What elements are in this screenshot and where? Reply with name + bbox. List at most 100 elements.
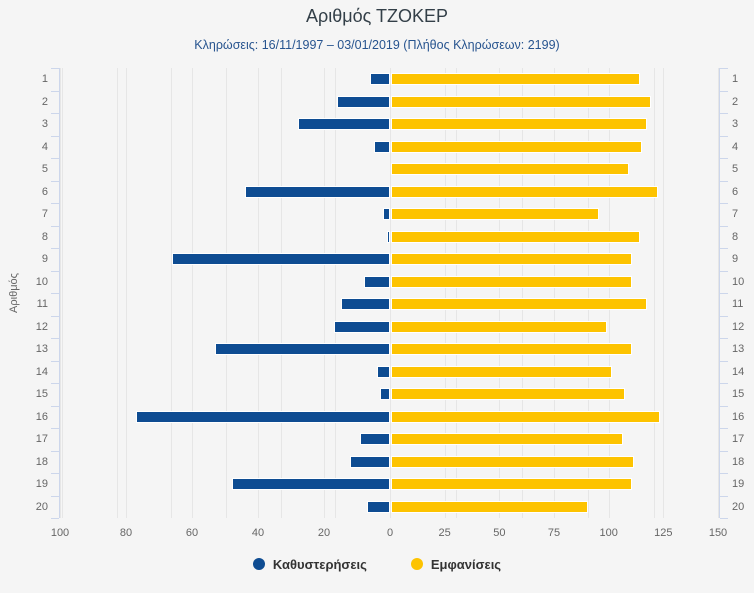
- delay-bar-2[interactable]: [337, 95, 390, 108]
- gridline-left-scale: [654, 68, 655, 518]
- left-axis-tick: [51, 68, 59, 69]
- row-label-left-4: 4: [41, 140, 48, 153]
- right-scale-label-75: 75: [547, 527, 561, 539]
- row-label-left-9: 9: [41, 253, 48, 266]
- left-axis-tick: [51, 428, 59, 429]
- appearance-bar-9[interactable]: [391, 253, 632, 266]
- appearance-bar-15[interactable]: [391, 388, 625, 401]
- gridline-left-scale: [456, 68, 457, 518]
- delay-bar-10[interactable]: [363, 275, 390, 288]
- left-scale-label-100: 100: [50, 527, 70, 539]
- row-label-right-2: 2: [732, 95, 739, 108]
- right-axis-tick: [720, 270, 728, 272]
- row-label-right-6: 6: [732, 185, 739, 198]
- left-axis-tick: [51, 518, 59, 519]
- appearance-bar-19[interactable]: [391, 478, 632, 491]
- right-axis-tick: [720, 180, 728, 182]
- appearance-bar-17[interactable]: [391, 433, 623, 446]
- appearance-bar-4[interactable]: [391, 140, 643, 153]
- right-axis-tick: [720, 428, 728, 429]
- left-axis-tick: [51, 383, 59, 384]
- delay-bar-14[interactable]: [376, 365, 390, 378]
- right-axis-tick: [720, 473, 728, 474]
- gridline-left-scale: [588, 68, 589, 518]
- appearance-bar-16[interactable]: [391, 410, 660, 423]
- row-label-left-15: 15: [35, 388, 48, 401]
- row-label-left-13: 13: [35, 343, 48, 356]
- delay-bar-17[interactable]: [360, 433, 390, 446]
- gridline-left-scale: [258, 68, 259, 518]
- row-label-right-12: 12: [732, 320, 745, 333]
- gridline-left-scale: [192, 68, 193, 518]
- category-axis-title: Αριθμός: [8, 273, 20, 313]
- row-label-right-13: 13: [732, 343, 745, 356]
- left-axis-tick: [51, 495, 59, 497]
- legend-item-delays[interactable]: Καθυστερήσεις: [252, 557, 367, 572]
- row-label-left-11: 11: [36, 298, 48, 311]
- delay-bar-4[interactable]: [373, 140, 390, 153]
- delay-bar-12[interactable]: [333, 320, 390, 333]
- appearance-bar-18[interactable]: [391, 455, 634, 468]
- left-axis-tick: [51, 405, 59, 407]
- right-axis-tick: [720, 113, 728, 114]
- delay-bar-7[interactable]: [383, 208, 390, 221]
- appearance-bar-11[interactable]: [391, 298, 647, 311]
- row-label-left-8: 8: [41, 230, 48, 243]
- left-axis-tick: [51, 225, 59, 227]
- appearance-bar-10[interactable]: [391, 275, 632, 288]
- gridline-right-scale: [171, 68, 173, 518]
- appearance-bar-12[interactable]: [391, 320, 608, 333]
- row-label-right-15: 15: [732, 388, 745, 401]
- row-label-left-2: 2: [41, 95, 48, 108]
- delay-bar-19[interactable]: [231, 478, 390, 491]
- right-axis-tick: [720, 360, 728, 362]
- appearance-bar-1[interactable]: [391, 73, 641, 86]
- legend-item-appearances[interactable]: Εμφανίσεις: [410, 557, 501, 572]
- left-axis-tick: [51, 135, 59, 137]
- right-axis-tick: [720, 405, 728, 407]
- row-label-left-14: 14: [35, 365, 48, 378]
- delay-bar-8[interactable]: [386, 230, 390, 243]
- delay-bar-20[interactable]: [366, 500, 390, 513]
- left-axis-tick: [51, 338, 59, 339]
- delay-bar-11[interactable]: [340, 298, 390, 311]
- right-scale-label-150: 150: [708, 527, 728, 539]
- gridline-right-scale: [62, 68, 63, 518]
- delay-bar-9[interactable]: [172, 253, 390, 266]
- appearance-bar-8[interactable]: [391, 230, 641, 243]
- delay-bar-18[interactable]: [350, 455, 390, 468]
- delay-bar-6[interactable]: [244, 185, 390, 198]
- gridline-right-scale: [226, 68, 227, 518]
- gridline-right-scale: [718, 68, 719, 518]
- left-axis-tick: [51, 203, 59, 204]
- delay-bar-16[interactable]: [135, 410, 390, 423]
- row-label-left-12: 12: [35, 320, 48, 333]
- legend: Καθυστερήσεις Εμφανίσεις: [0, 551, 754, 577]
- right-axis-tick: [720, 68, 728, 69]
- appearance-bar-5[interactable]: [391, 163, 630, 176]
- row-label-left-1: 1: [41, 73, 48, 86]
- row-label-right-14: 14: [732, 365, 745, 378]
- appearance-bar-6[interactable]: [391, 185, 658, 198]
- delay-bar-15[interactable]: [380, 388, 390, 401]
- right-axis-tick: [720, 135, 728, 137]
- appearance-bar-2[interactable]: [391, 95, 652, 108]
- row-label-right-10: 10: [732, 275, 745, 288]
- right-scale-label-100: 100: [599, 527, 618, 539]
- gridline-left-scale: [60, 68, 61, 518]
- appearance-bar-13[interactable]: [391, 343, 632, 356]
- appearance-bar-20[interactable]: [391, 500, 588, 513]
- appearance-bar-3[interactable]: [391, 118, 647, 131]
- delay-bar-1[interactable]: [370, 73, 390, 86]
- delay-bar-3[interactable]: [297, 118, 390, 131]
- appearance-bar-14[interactable]: [391, 365, 612, 378]
- gridline-left-scale: [390, 68, 391, 518]
- left-scale-label-40: 40: [251, 527, 265, 539]
- appearance-bar-7[interactable]: [391, 208, 599, 221]
- left-axis-tick: [51, 90, 59, 92]
- delay-bar-13[interactable]: [215, 343, 390, 356]
- left-axis-tick: [51, 293, 59, 294]
- gridline-left-scale: [522, 68, 523, 518]
